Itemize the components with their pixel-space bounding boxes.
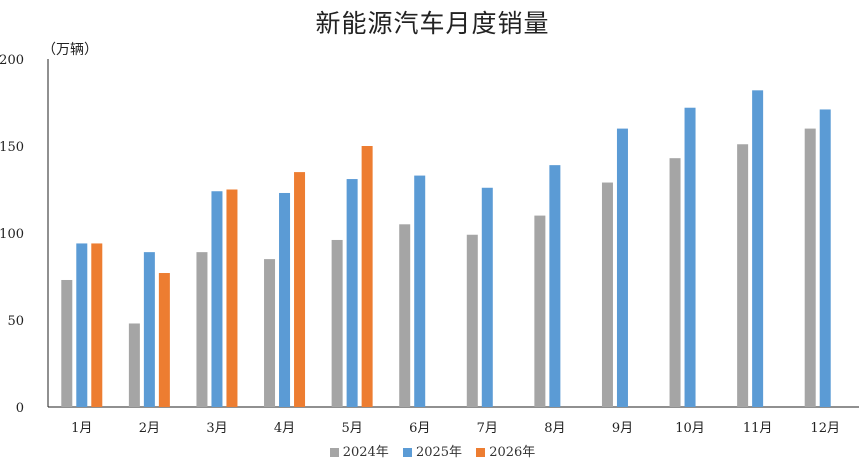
y-tick-label: 100 — [0, 227, 24, 242]
bar-2025年-12月 — [819, 109, 831, 408]
x-tick-label: 10月 — [675, 421, 705, 436]
y-tick-label: 150 — [0, 140, 24, 155]
x-tick-label: 3月 — [206, 421, 227, 436]
legend-label-0: 2024年 — [342, 445, 389, 460]
bar-2024年-5月 — [331, 239, 343, 407]
legend-item-1: 2025年 — [402, 441, 463, 460]
bar-2026年-4月 — [294, 172, 306, 407]
bar-2026年-5月 — [361, 146, 373, 407]
bar-2026年-1月 — [91, 243, 103, 407]
legend-swatch-0 — [329, 448, 339, 457]
bar-2025年-3月 — [211, 191, 223, 407]
bar-2024年-2月 — [128, 323, 140, 407]
bar-2024年-11月 — [737, 144, 749, 407]
bar-2025年-4月 — [279, 192, 291, 407]
x-tick-label: 1月 — [71, 421, 92, 436]
bar-2024年-7月 — [466, 234, 478, 407]
x-tick-label: 5月 — [341, 421, 362, 436]
legend-swatch-1 — [402, 448, 412, 457]
bar-2025年-1月 — [76, 243, 88, 407]
bar-2024年-9月 — [601, 182, 613, 407]
bar-2024年-4月 — [264, 259, 276, 407]
bar-2025年-9月 — [616, 128, 628, 407]
y-tick-label: 50 — [7, 314, 24, 329]
x-tick-label: 8月 — [544, 421, 565, 436]
bar-2024年-10月 — [669, 158, 681, 407]
bar-2024年-1月 — [61, 279, 73, 407]
bar-2025年-5月 — [346, 179, 358, 407]
x-tick-label: 11月 — [743, 421, 773, 436]
legend-item-2: 2026年 — [476, 441, 535, 460]
bar-2024年-8月 — [534, 215, 546, 407]
bar-2024年-3月 — [196, 252, 208, 407]
legend-label-1: 2025年 — [415, 445, 463, 460]
x-tick-label: 2月 — [139, 421, 160, 436]
x-tick-label: 7月 — [477, 421, 498, 436]
y-tick-label: 200 — [0, 53, 24, 68]
bar-2024年-12月 — [804, 128, 816, 407]
bar-2025年-6月 — [414, 175, 426, 407]
x-tick-label: 6月 — [409, 421, 430, 436]
bar-2025年-2月 — [143, 252, 155, 407]
legend-item-0: 2024年 — [329, 441, 389, 460]
bar-2025年-10月 — [684, 107, 696, 407]
legend-swatch-2 — [476, 448, 486, 457]
legend: 2024年 2025年 2026年 — [0, 441, 865, 460]
x-tick-label: 4月 — [274, 421, 295, 436]
x-tick-label: 12月 — [810, 421, 840, 436]
chart-title: 新能源汽车月度销量 — [315, 9, 550, 38]
bar-2024年-6月 — [399, 224, 411, 407]
bar-2025年-8月 — [549, 165, 561, 407]
bar-2026年-3月 — [226, 189, 238, 407]
bar-2025年-11月 — [752, 90, 764, 407]
y-axis-unit: （万辆） — [42, 42, 98, 58]
bar-2025年-7月 — [481, 187, 493, 407]
x-tick-label: 9月 — [612, 421, 633, 436]
y-tick-label: 0 — [16, 401, 24, 416]
legend-label-2: 2026年 — [489, 445, 536, 460]
bar-2026年-2月 — [158, 273, 170, 407]
